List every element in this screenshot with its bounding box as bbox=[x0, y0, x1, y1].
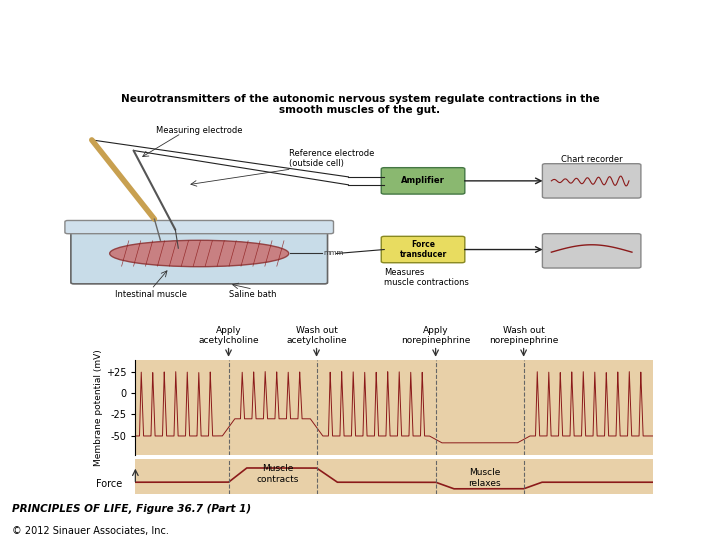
FancyBboxPatch shape bbox=[542, 234, 641, 268]
Text: Muscle
relaxes: Muscle relaxes bbox=[469, 468, 501, 488]
Text: Saline bath: Saline bath bbox=[229, 290, 276, 299]
Text: Force
transducer: Force transducer bbox=[400, 240, 446, 259]
Text: Reference electrode
(outside cell): Reference electrode (outside cell) bbox=[289, 148, 374, 168]
Text: Amplifier: Amplifier bbox=[401, 177, 445, 185]
FancyBboxPatch shape bbox=[382, 237, 465, 263]
FancyBboxPatch shape bbox=[71, 223, 328, 284]
FancyBboxPatch shape bbox=[382, 167, 465, 194]
Text: Muscle
contracts: Muscle contracts bbox=[256, 464, 299, 484]
Ellipse shape bbox=[109, 240, 289, 267]
Y-axis label: Membrane potential (mV): Membrane potential (mV) bbox=[94, 349, 103, 466]
Text: Wash out
norepinephrine: Wash out norepinephrine bbox=[489, 326, 558, 346]
Text: Chart recorder: Chart recorder bbox=[561, 155, 623, 164]
Text: Figure 36.7  Neurotransmitters and Stretch  Alter the Potential of Smooth Muscle: Figure 36.7 Neurotransmitters and Stretc… bbox=[6, 11, 596, 24]
Text: RESULTS: RESULTS bbox=[66, 314, 114, 325]
Text: Measuring electrode: Measuring electrode bbox=[156, 126, 243, 135]
Text: Apply
acetylcholine: Apply acetylcholine bbox=[198, 326, 259, 346]
Text: mmm: mmm bbox=[323, 251, 343, 256]
Text: Wash out
acetylcholine: Wash out acetylcholine bbox=[287, 326, 347, 346]
Text: INVESTIGATION: INVESTIGATION bbox=[275, 53, 445, 73]
Text: METHOD: METHOD bbox=[67, 120, 114, 130]
Text: Force: Force bbox=[96, 480, 122, 489]
Text: Intestinal muscle: Intestinal muscle bbox=[115, 290, 187, 299]
FancyBboxPatch shape bbox=[65, 220, 333, 234]
FancyBboxPatch shape bbox=[542, 164, 641, 198]
Text: smooth muscles of the gut.: smooth muscles of the gut. bbox=[279, 105, 441, 116]
Text: Neurotransmitters of the autonomic nervous system regulate contractions in the: Neurotransmitters of the autonomic nervo… bbox=[121, 94, 599, 104]
Text: HYPOTHESIS: HYPOTHESIS bbox=[323, 77, 397, 87]
Text: Measures
muscle contractions: Measures muscle contractions bbox=[384, 267, 469, 287]
Text: © 2012 Sinauer Associates, Inc.: © 2012 Sinauer Associates, Inc. bbox=[12, 526, 169, 536]
Text: PRINCIPLES OF LIFE, Figure 36.7 (Part 1): PRINCIPLES OF LIFE, Figure 36.7 (Part 1) bbox=[12, 503, 251, 514]
Text: Apply
norepinephrine: Apply norepinephrine bbox=[401, 326, 470, 346]
